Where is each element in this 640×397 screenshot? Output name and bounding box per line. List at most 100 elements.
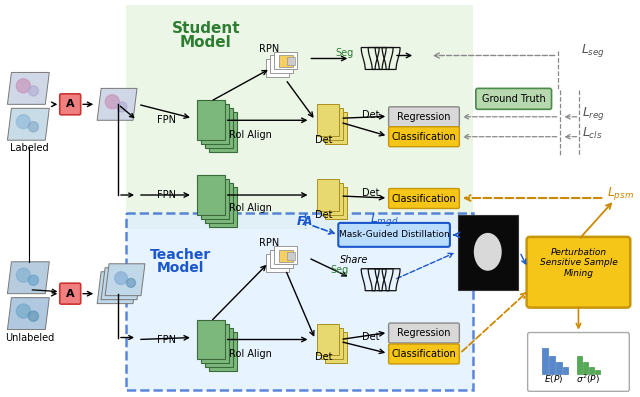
FancyBboxPatch shape: [388, 189, 460, 208]
Text: $\sigma^2(P)$: $\sigma^2(P)$: [577, 373, 600, 386]
Circle shape: [115, 272, 127, 285]
Text: Classification: Classification: [392, 349, 456, 359]
Text: $L_{cls}$: $L_{cls}$: [582, 126, 603, 141]
Text: RoI Align: RoI Align: [229, 130, 272, 140]
Text: RPN: RPN: [259, 238, 279, 248]
Text: Regression: Regression: [397, 112, 451, 122]
Circle shape: [107, 280, 120, 293]
Circle shape: [127, 278, 136, 287]
Polygon shape: [8, 298, 49, 330]
Polygon shape: [8, 72, 49, 104]
Text: Det: Det: [362, 188, 380, 198]
Text: Student: Student: [172, 21, 240, 36]
FancyBboxPatch shape: [273, 52, 298, 69]
Circle shape: [17, 268, 30, 282]
FancyBboxPatch shape: [269, 250, 294, 268]
FancyBboxPatch shape: [196, 175, 225, 215]
Text: Unlabeled: Unlabeled: [4, 333, 54, 343]
Polygon shape: [97, 272, 137, 304]
FancyBboxPatch shape: [577, 357, 582, 374]
Text: FA: FA: [297, 216, 314, 228]
FancyBboxPatch shape: [527, 333, 629, 391]
FancyBboxPatch shape: [205, 328, 233, 367]
Circle shape: [28, 122, 38, 132]
Circle shape: [17, 115, 30, 129]
Text: $L_{mgd}$: $L_{mgd}$: [370, 212, 399, 228]
Text: $L_{seg}$: $L_{seg}$: [582, 42, 605, 59]
FancyBboxPatch shape: [541, 349, 548, 374]
FancyBboxPatch shape: [325, 331, 348, 363]
Text: Seg: Seg: [335, 48, 353, 58]
Text: FPN: FPN: [157, 335, 176, 345]
FancyBboxPatch shape: [584, 362, 588, 374]
FancyBboxPatch shape: [280, 250, 294, 262]
FancyBboxPatch shape: [209, 187, 237, 227]
FancyBboxPatch shape: [196, 100, 225, 140]
FancyBboxPatch shape: [595, 370, 600, 374]
Text: FPN: FPN: [157, 115, 176, 125]
Polygon shape: [101, 268, 141, 300]
Text: Classification: Classification: [392, 132, 456, 142]
FancyBboxPatch shape: [556, 362, 561, 374]
FancyBboxPatch shape: [548, 357, 554, 374]
Text: Classification: Classification: [392, 193, 456, 204]
Text: Det: Det: [362, 331, 380, 341]
FancyBboxPatch shape: [325, 187, 348, 219]
Polygon shape: [105, 264, 145, 296]
Text: RoI Align: RoI Align: [229, 349, 272, 359]
FancyBboxPatch shape: [317, 324, 339, 355]
Polygon shape: [8, 108, 49, 140]
FancyBboxPatch shape: [201, 104, 228, 144]
FancyBboxPatch shape: [280, 56, 294, 67]
Text: Model: Model: [180, 35, 232, 50]
FancyBboxPatch shape: [60, 94, 81, 115]
FancyBboxPatch shape: [339, 223, 450, 247]
Circle shape: [28, 311, 38, 321]
Text: $L_{reg}$: $L_{reg}$: [582, 105, 605, 122]
FancyBboxPatch shape: [209, 331, 237, 372]
Text: A: A: [66, 289, 74, 299]
Circle shape: [28, 275, 38, 285]
FancyBboxPatch shape: [196, 320, 225, 359]
FancyBboxPatch shape: [476, 89, 552, 109]
FancyBboxPatch shape: [273, 246, 298, 264]
Polygon shape: [97, 89, 137, 120]
Text: Perturbation
Sensitive Sample
Mining: Perturbation Sensitive Sample Mining: [540, 248, 618, 278]
Circle shape: [17, 79, 30, 93]
Text: Det: Det: [316, 353, 333, 362]
Text: Seg: Seg: [330, 265, 349, 275]
Text: Regression: Regression: [397, 328, 451, 338]
FancyBboxPatch shape: [317, 179, 339, 211]
Circle shape: [111, 276, 124, 289]
Text: Mask-Guided Distillation: Mask-Guided Distillation: [339, 230, 449, 239]
Text: $E(P)$: $E(P)$: [544, 373, 563, 385]
FancyBboxPatch shape: [317, 104, 339, 136]
Circle shape: [17, 304, 30, 318]
Circle shape: [123, 282, 131, 291]
FancyBboxPatch shape: [201, 324, 228, 363]
Text: Labeled: Labeled: [10, 143, 49, 153]
FancyBboxPatch shape: [126, 5, 473, 229]
FancyBboxPatch shape: [388, 107, 460, 127]
Text: Teacher: Teacher: [150, 248, 211, 262]
FancyBboxPatch shape: [589, 367, 595, 374]
FancyBboxPatch shape: [269, 56, 294, 73]
FancyBboxPatch shape: [321, 183, 343, 215]
FancyBboxPatch shape: [60, 283, 81, 304]
FancyBboxPatch shape: [321, 108, 343, 140]
FancyBboxPatch shape: [527, 237, 630, 308]
Text: Det: Det: [362, 110, 380, 120]
Circle shape: [116, 102, 127, 112]
FancyBboxPatch shape: [205, 108, 233, 148]
FancyBboxPatch shape: [201, 179, 228, 219]
Text: Ground Truth: Ground Truth: [482, 94, 545, 104]
FancyBboxPatch shape: [388, 323, 460, 343]
Text: A: A: [66, 99, 74, 109]
Text: Det: Det: [316, 135, 333, 145]
FancyBboxPatch shape: [209, 112, 237, 152]
FancyBboxPatch shape: [458, 215, 518, 290]
FancyBboxPatch shape: [287, 252, 296, 260]
FancyBboxPatch shape: [266, 60, 289, 77]
Text: FPN: FPN: [157, 190, 176, 200]
Ellipse shape: [474, 233, 502, 271]
